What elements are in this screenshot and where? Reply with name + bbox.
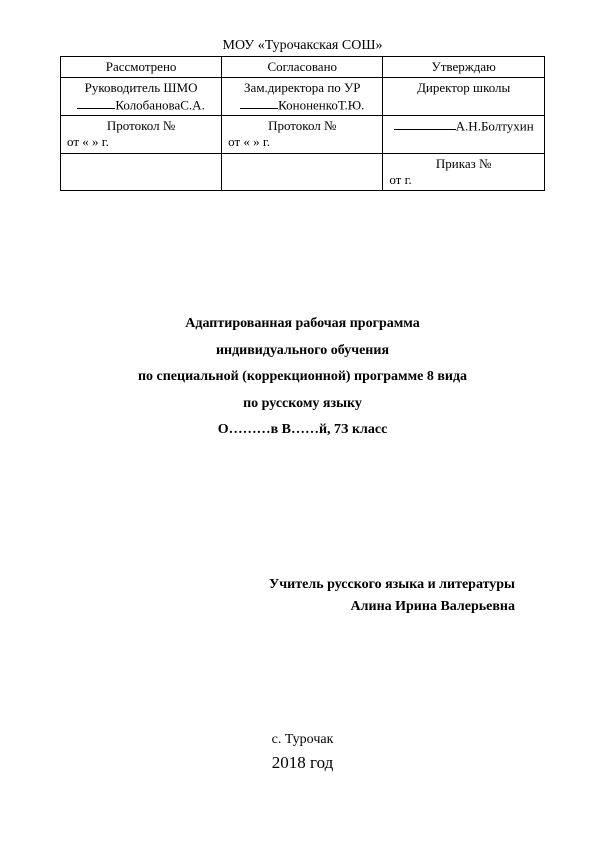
role-label: Руководитель ШМО	[85, 80, 198, 95]
approval-table: Рассмотрено Согласовано Утверждаю Руково…	[60, 56, 545, 191]
title-line: Адаптированная рабочая программа	[60, 311, 545, 338]
footer-place: с. Турочак	[60, 729, 545, 750]
cell-agreed: Согласовано	[222, 57, 383, 78]
person-name: КононенкоТ.Ю.	[278, 97, 364, 112]
title-line: индивидуального обучения	[60, 338, 545, 365]
table-row: Приказ № от г.	[61, 153, 545, 191]
title-block: Адаптированная рабочая программа индивид…	[60, 311, 545, 444]
cell-director: Директор школы	[383, 78, 545, 116]
cell-empty	[61, 153, 222, 191]
person-name: А.Н.Болтухин	[456, 118, 534, 133]
cell-order: Приказ № от г.	[383, 153, 545, 191]
cell-empty	[222, 153, 383, 191]
cell-deputy: Зам.директора по УР КононенкоТ.Ю.	[222, 78, 383, 116]
teacher-block: Учитель русского языка и литературы Алин…	[60, 574, 545, 619]
person-name: КолобановаС.А.	[115, 97, 204, 112]
role-label: Зам.директора по УР	[244, 80, 360, 95]
protocol-date: от « » г.	[67, 134, 215, 150]
protocol-label: Протокол №	[67, 118, 215, 134]
cell-protocol-left: Протокол № от « » г.	[61, 116, 222, 154]
table-row: Руководитель ШМО КолобановаС.А. Зам.дире…	[61, 78, 545, 116]
protocol-date: от « » г.	[228, 134, 376, 150]
table-row: Протокол № от « » г. Протокол № от « » г…	[61, 116, 545, 154]
page: МОУ «Турочакская СОШ» Рассмотрено Соглас…	[0, 0, 595, 842]
signature-line	[77, 97, 115, 109]
protocol-label: Протокол №	[228, 118, 376, 134]
cell-head-shmo: Руководитель ШМО КолобановаС.А.	[61, 78, 222, 116]
footer-year: 2018 год	[60, 750, 545, 776]
order-label: Приказ №	[389, 156, 538, 172]
title-line: по русскому языку	[60, 391, 545, 418]
order-date: от г.	[389, 172, 538, 188]
footer-block: с. Турочак 2018 год	[60, 729, 545, 776]
cell-reviewed: Рассмотрено	[61, 57, 222, 78]
cell-protocol-mid: Протокол № от « » г.	[222, 116, 383, 154]
teacher-role: Учитель русского языка и литературы	[60, 574, 515, 596]
cell-approved: Утверждаю	[383, 57, 545, 78]
cell-director-name: А.Н.Болтухин	[383, 116, 545, 154]
teacher-name: Алина Ирина Валерьевна	[60, 596, 515, 618]
institution-name: МОУ «Турочакская СОШ»	[60, 38, 545, 54]
table-row: Рассмотрено Согласовано Утверждаю	[61, 57, 545, 78]
role-label: Директор школы	[417, 80, 510, 95]
title-line: О………в В……й, 7З класс	[60, 417, 545, 444]
signature-line	[394, 118, 456, 130]
title-line: по специальной (коррекционной) программе…	[60, 364, 545, 391]
signature-line	[240, 97, 278, 109]
